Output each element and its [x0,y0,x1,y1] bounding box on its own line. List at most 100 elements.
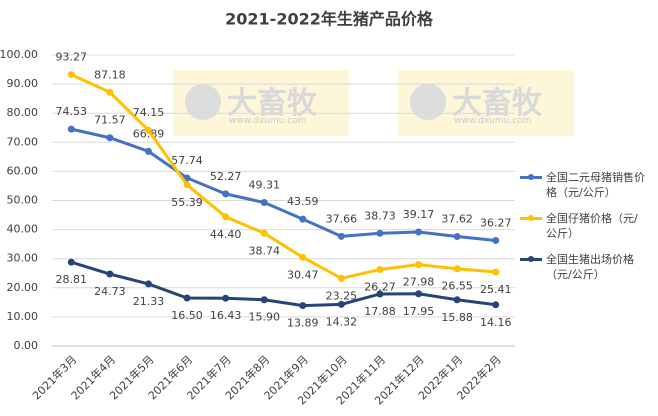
data-label: 37.66 [326,212,358,225]
data-label: 74.53 [56,105,88,118]
legend-item: 全国生猪出场价格（元/公斤） [520,252,648,282]
data-label: 15.90 [248,311,280,324]
watermark-url: www.dxumu.com [454,116,532,126]
data-point [492,268,500,276]
data-label: 74.15 [133,106,165,119]
data-point [222,213,230,221]
data-label: 87.18 [94,68,126,81]
data-label: 36.27 [480,216,512,229]
legend-marker [528,174,534,180]
data-label: 21.33 [133,295,165,308]
data-label: 93.27 [56,51,88,64]
data-point [106,88,114,96]
data-label: 57.74 [171,154,203,167]
data-label: 30.47 [287,268,319,281]
data-label: 24.73 [94,285,126,298]
series-line [70,260,496,308]
data-point [260,199,268,207]
data-label: 52.27 [210,170,242,183]
data-label: 25.41 [480,283,512,296]
data-point [299,302,307,310]
data-label: 17.95 [403,305,435,318]
y-tick-label: 20.00 [7,281,39,294]
data-point [453,265,461,273]
data-point [222,190,230,198]
data-point [299,215,307,223]
legend-swatch [520,174,542,180]
watermark-url: www.dxumu.com [229,116,307,126]
legend-item: 全国二元母猪销售价格（元/公斤） [520,170,648,200]
data-label: 14.32 [326,315,358,328]
legend-swatch [520,215,542,221]
data-point [376,266,384,274]
data-point [492,236,500,244]
watermark-text: 大畜牧 [227,86,317,121]
data-point [67,125,75,133]
data-label: 43.59 [287,195,319,208]
data-label: 15.88 [441,311,473,324]
data-point [183,181,191,189]
y-tick-label: 70.00 [7,135,39,148]
legend-label: 全国生猪出场价格（元/公斤） [546,253,634,281]
watermark-text: 大畜牧 [452,86,542,121]
legend-item: 全国仔猪价格（元/公斤） [520,211,648,241]
data-label: 17.88 [364,305,396,318]
data-label: 38.74 [248,244,280,257]
watermark: 大畜牧 www.dxumu.com [398,70,574,136]
y-tick-label: 40.00 [7,223,39,236]
data-point [260,296,268,304]
data-point [415,290,423,298]
watermark: 大畜牧 www.dxumu.com [173,70,349,136]
y-tick-label: 100.00 [0,48,38,61]
data-point [415,228,423,236]
data-point [222,294,230,302]
data-point [144,126,152,134]
series-line [70,127,496,242]
y-tick-label: 0.00 [14,339,39,352]
chart-title: 2021-2022年生猪产品价格 [225,10,434,29]
data-point [144,147,152,155]
data-label: 49.31 [248,179,280,192]
data-point [106,134,114,142]
data-label: 44.40 [210,228,242,241]
y-tick-label: 50.00 [7,194,39,207]
data-point [337,274,345,282]
data-label: 16.43 [210,309,242,322]
data-label: 37.62 [441,213,473,226]
data-point [299,253,307,261]
watermark-logo [410,84,446,120]
legend-label: 全国仔猪价格（元/公斤） [546,212,638,240]
data-label: 66.89 [133,127,165,140]
data-point [183,294,191,302]
y-tick-label: 60.00 [7,164,39,177]
watermark-logo [185,84,221,120]
data-label: 14.16 [480,316,512,329]
legend-marker [528,256,534,262]
legend-swatch [520,256,542,262]
data-point [106,270,114,278]
data-label: 39.17 [403,208,435,221]
legend-marker [528,215,534,221]
series-line [70,73,496,280]
data-point [67,71,75,79]
y-tick-label: 30.00 [7,252,39,265]
data-label: 26.27 [364,281,396,294]
data-point [415,261,423,269]
data-label: 26.55 [441,280,473,293]
data-point [376,229,384,237]
legend-label: 全国二元母猪销售价格（元/公斤） [546,171,645,199]
data-point [492,301,500,309]
y-tick-label: 90.00 [7,77,39,90]
data-label: 27.98 [403,276,435,289]
data-point [337,300,345,308]
data-label: 71.57 [94,114,126,127]
data-label: 16.50 [171,309,203,322]
data-point [453,296,461,304]
data-label: 13.89 [287,317,319,330]
data-point [183,174,191,182]
y-tick-label: 80.00 [7,106,39,119]
data-label: 55.39 [171,196,203,209]
data-point [453,233,461,241]
